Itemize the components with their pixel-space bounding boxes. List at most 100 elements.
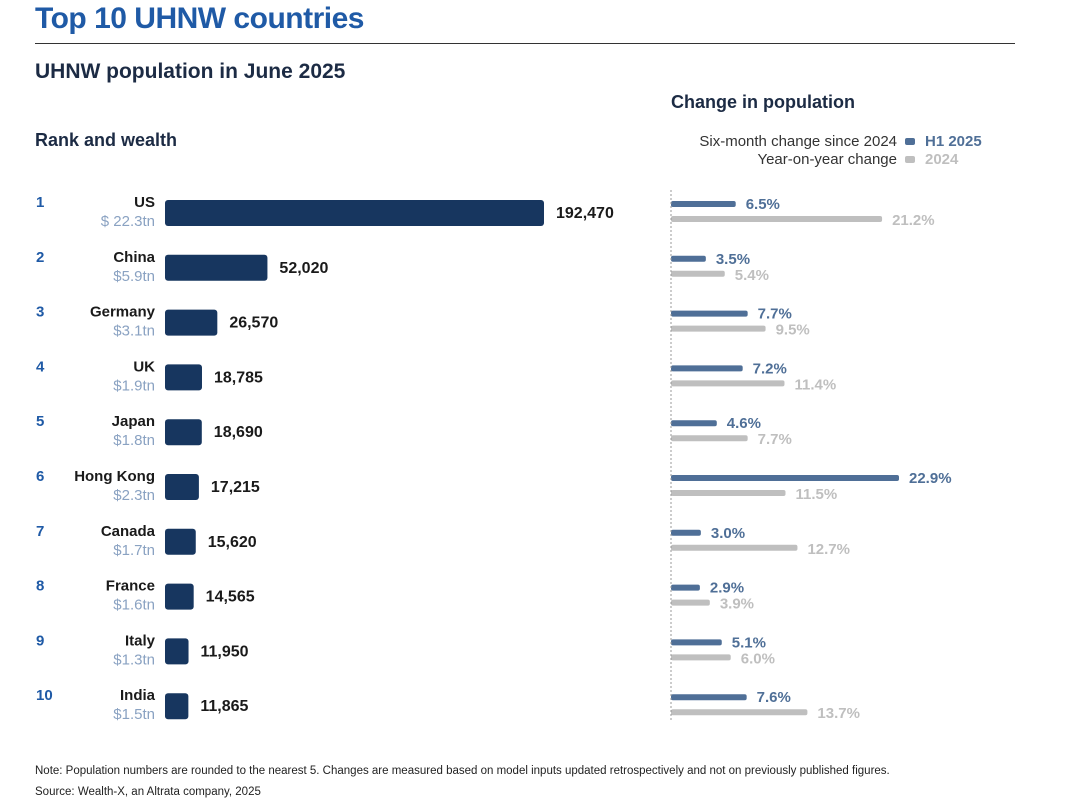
source-line: Source: Wealth-X, an Altrata company, 20…	[35, 786, 261, 798]
rank-7: 7	[36, 523, 44, 540]
wealth-label-france: $1.6tn	[113, 597, 155, 614]
change-label-2024-china: 5.4%	[735, 267, 769, 284]
population-value-france: 14,565	[206, 589, 255, 606]
change-bar-h1-2025-italy	[671, 639, 722, 646]
population-value-us: 192,470	[556, 205, 614, 222]
country-label-france: France	[106, 578, 155, 595]
change-bar-h1-2025-uk	[671, 365, 743, 372]
change-label-h1-2025-china: 3.5%	[716, 251, 750, 268]
uhnw-chart: 1 US $ 22.3tn 192,470 6.5% 21.2% 2 China $5.9tn 5…	[36, 190, 952, 723]
population-bar-china	[165, 254, 268, 281]
change-bar-h1-2025-germany	[671, 310, 748, 317]
legend-item-2024: Year-on-year change 2024	[600, 151, 990, 169]
wealth-label-canada: $1.7tn	[113, 542, 155, 559]
change-label-2024-india: 13.7%	[817, 705, 860, 722]
wealth-label-germany: $3.1tn	[113, 323, 155, 340]
change-label-h1-2025-hong-kong: 22.9%	[909, 470, 952, 487]
wealth-label-india: $1.5tn	[113, 706, 155, 723]
page-title: Top 10 UHNW countries	[35, 2, 364, 35]
country-label-japan: Japan	[112, 413, 155, 430]
population-bar-italy	[165, 638, 189, 665]
change-bar-2024-hong-kong	[671, 490, 786, 496]
legend-item-h1-2025: Six-month change since 2024 H1 2025	[600, 133, 990, 151]
change-bar-2024-canada	[671, 544, 798, 551]
country-label-italy: Italy	[125, 632, 156, 649]
country-label-hong-kong: Hong Kong	[74, 468, 155, 485]
rank-3: 3	[36, 304, 44, 321]
population-value-india: 11,865	[200, 698, 248, 715]
population-bar-india	[165, 693, 189, 720]
change-label-h1-2025-india: 7.6%	[757, 689, 791, 706]
country-label-uk: UK	[133, 358, 155, 375]
rank-wealth-heading: Rank and wealth	[35, 130, 178, 150]
rank-2: 2	[36, 249, 44, 266]
change-bar-h1-2025-japan	[671, 420, 717, 427]
change-label-2024-germany: 9.5%	[776, 322, 810, 339]
change-bar-2024-japan	[671, 435, 748, 442]
change-label-2024-hong-kong: 11.5%	[795, 486, 837, 503]
change-bar-2024-china	[671, 270, 725, 277]
wealth-label-us: $ 22.3tn	[101, 213, 155, 230]
wealth-label-italy: $1.3tn	[113, 651, 155, 668]
title-divider	[35, 43, 1015, 44]
change-label-h1-2025-us: 6.5%	[746, 196, 780, 213]
population-value-italy: 11,950	[201, 643, 249, 660]
change-label-2024-japan: 7.7%	[758, 431, 792, 448]
change-bar-h1-2025-canada	[671, 529, 701, 536]
population-bar-us	[165, 200, 544, 226]
change-bar-2024-uk	[671, 380, 785, 387]
footnote: Note: Population numbers are rounded to …	[35, 765, 890, 777]
legend-swatch-h1-2025	[905, 138, 915, 145]
change-heading: Change in population	[671, 92, 855, 112]
country-label-germany: Germany	[90, 304, 156, 321]
wealth-label-uk: $1.9tn	[113, 377, 155, 394]
chart-subtitle: UHNW population in June 2025	[35, 60, 346, 83]
change-label-h1-2025-france: 2.9%	[710, 580, 744, 597]
population-bar-uk	[165, 364, 202, 391]
legend-swatch-2024	[905, 156, 915, 163]
population-value-uk: 18,785	[214, 369, 263, 386]
rank-6: 6	[36, 468, 44, 485]
change-bar-h1-2025-china	[671, 255, 706, 262]
country-label-china: China	[113, 249, 155, 266]
country-label-canada: Canada	[101, 523, 156, 540]
rank-9: 9	[36, 632, 44, 649]
rank-1: 1	[36, 194, 44, 211]
rank-10: 10	[36, 687, 53, 704]
country-label-india: India	[120, 687, 156, 704]
change-label-2024-uk: 11.4%	[795, 376, 837, 393]
change-bar-h1-2025-france	[671, 584, 700, 591]
change-label-2024-canada: 12.7%	[807, 541, 850, 558]
population-value-china: 52,020	[279, 260, 328, 277]
change-bar-h1-2025-us	[671, 201, 736, 207]
population-bar-france	[165, 583, 194, 610]
change-label-h1-2025-canada: 3.0%	[711, 525, 745, 542]
legend-name-2024: 2024	[925, 151, 959, 168]
change-label-2024-italy: 6.0%	[741, 650, 775, 667]
population-value-canada: 15,620	[208, 534, 257, 551]
change-label-h1-2025-uk: 7.2%	[753, 360, 787, 377]
change-bar-2024-france	[671, 599, 710, 606]
change-bar-2024-germany	[671, 325, 766, 332]
population-bar-hong-kong	[165, 474, 199, 500]
population-bar-japan	[165, 419, 202, 446]
change-label-2024-france: 3.9%	[720, 596, 754, 613]
legend-label-2024: Year-on-year change	[757, 151, 897, 168]
rank-4: 4	[36, 358, 45, 375]
population-bar-germany	[165, 309, 218, 336]
population-value-japan: 18,690	[214, 424, 263, 441]
change-bar-h1-2025-hong-kong	[671, 475, 899, 481]
change-bar-2024-us	[671, 216, 883, 222]
change-label-2024-us: 21.2%	[892, 212, 935, 229]
population-value-germany: 26,570	[229, 315, 278, 332]
wealth-label-japan: $1.8tn	[113, 432, 155, 449]
change-label-h1-2025-germany: 7.7%	[758, 306, 792, 323]
change-label-h1-2025-japan: 4.6%	[727, 415, 761, 432]
population-bar-canada	[165, 528, 196, 555]
change-bar-2024-india	[671, 709, 808, 716]
wealth-label-china: $5.9tn	[113, 268, 155, 285]
rank-5: 5	[36, 413, 44, 430]
rank-8: 8	[36, 578, 44, 595]
change-bar-h1-2025-india	[671, 694, 747, 701]
country-label-us: US	[134, 194, 155, 211]
